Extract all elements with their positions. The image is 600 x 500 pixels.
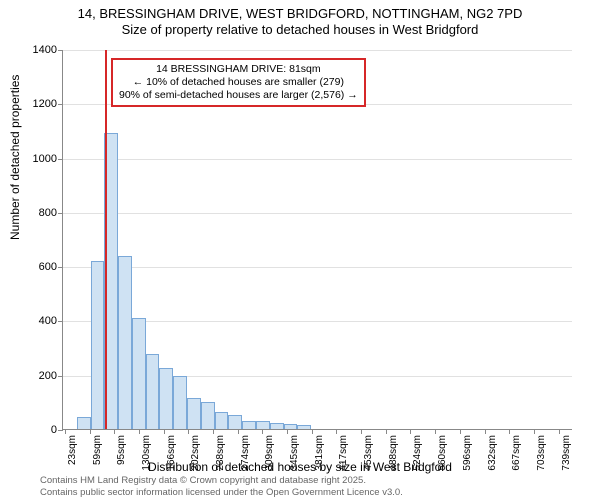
histogram-bar bbox=[91, 261, 105, 429]
title-line2: Size of property relative to detached ho… bbox=[0, 22, 600, 38]
histogram-bar bbox=[297, 425, 311, 429]
annotation-line1: 14 BRESSINGHAM DRIVE: 81sqm bbox=[119, 63, 358, 76]
x-axis-label: Distribution of detached houses by size … bbox=[0, 460, 600, 474]
footer-line1: Contains HM Land Registry data © Crown c… bbox=[40, 475, 403, 486]
histogram-bar bbox=[173, 376, 187, 429]
title-line1: 14, BRESSINGHAM DRIVE, WEST BRIDGFORD, N… bbox=[0, 6, 600, 22]
histogram-bar bbox=[146, 354, 160, 429]
footer-line2: Contains public sector information licen… bbox=[40, 487, 403, 498]
histogram-bar bbox=[284, 424, 298, 429]
histogram-bar bbox=[201, 402, 215, 429]
histogram-bar bbox=[215, 412, 229, 429]
y-axis-label: Number of detached properties bbox=[8, 75, 22, 240]
chart-title: 14, BRESSINGHAM DRIVE, WEST BRIDGFORD, N… bbox=[0, 0, 600, 39]
histogram-bar bbox=[132, 318, 146, 429]
histogram-bar bbox=[77, 417, 91, 429]
histogram-bar bbox=[270, 423, 284, 429]
histogram-plot: 020040060080010001200140023sqm59sqm95sqm… bbox=[62, 50, 572, 430]
histogram-bar bbox=[187, 398, 201, 429]
histogram-bar bbox=[159, 368, 173, 429]
annotation-callout: 14 BRESSINGHAM DRIVE: 81sqm← 10% of deta… bbox=[111, 58, 366, 107]
histogram-bar bbox=[118, 256, 132, 429]
histogram-bar bbox=[256, 421, 270, 429]
histogram-bar bbox=[242, 421, 256, 429]
attribution-footer: Contains HM Land Registry data © Crown c… bbox=[40, 475, 403, 498]
annotation-line2: ← 10% of detached houses are smaller (27… bbox=[119, 76, 358, 89]
histogram-bar bbox=[228, 415, 242, 429]
reference-marker bbox=[105, 50, 107, 429]
annotation-line3: 90% of semi-detached houses are larger (… bbox=[119, 89, 358, 102]
